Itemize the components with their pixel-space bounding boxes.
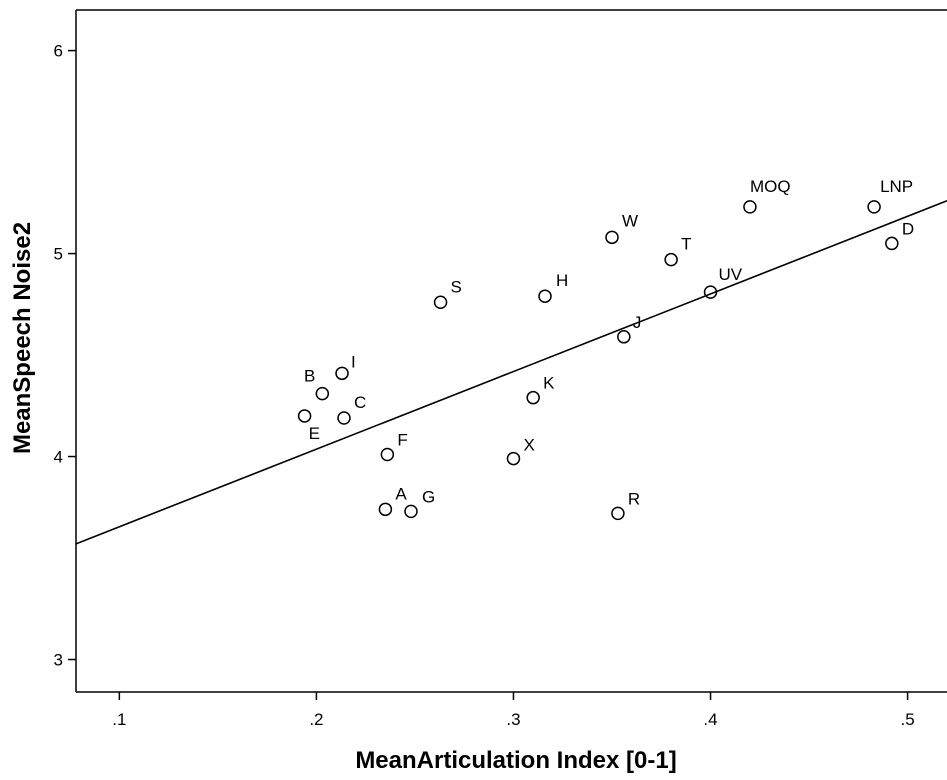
data-point-label: F <box>397 431 407 450</box>
data-point-label: X <box>523 436 534 455</box>
x-tick-label: .1 <box>112 710 126 729</box>
y-tick-label: 6 <box>54 42 63 61</box>
data-point-label: I <box>351 352 356 371</box>
x-tick-label: .2 <box>309 710 323 729</box>
data-point <box>380 447 395 462</box>
data-point <box>315 386 330 401</box>
data-point <box>703 285 718 299</box>
data-point <box>664 252 678 267</box>
regression-line-group <box>75 200 947 545</box>
data-point-label: LNP <box>880 177 913 196</box>
data-point-label: B <box>304 367 315 386</box>
data-point-label: W <box>622 211 638 230</box>
data-point-label: UV <box>719 265 743 284</box>
data-points-group: A G B I C E F S X K H W R J T UV MOQ LNP D <box>297 177 914 521</box>
data-point-label: E <box>309 424 320 443</box>
data-point-label: A <box>395 484 407 503</box>
data-point-label: H <box>556 271 568 290</box>
data-point-label: J <box>633 313 642 332</box>
data-point <box>605 230 619 245</box>
x-axis: .1 .2 .3 .4 .5 <box>112 692 915 729</box>
data-point <box>885 236 899 251</box>
x-tick-label: .4 <box>703 710 717 729</box>
data-point-label: C <box>354 393 366 412</box>
data-point <box>617 330 631 344</box>
data-point-label: D <box>902 219 914 238</box>
y-axis-title: MeanSpeech Noise2 <box>9 222 36 454</box>
data-point-label: T <box>681 235 691 254</box>
data-point <box>867 200 881 214</box>
data-point-label: S <box>451 277 462 296</box>
data-point <box>337 411 351 425</box>
x-axis-title: MeanArticulation Index [0-1] <box>355 747 676 774</box>
data-point <box>526 390 540 405</box>
y-tick-label: 5 <box>54 245 63 264</box>
data-point-label: K <box>543 374 555 393</box>
data-point <box>378 502 393 517</box>
data-point <box>297 409 312 423</box>
data-point <box>538 289 552 303</box>
data-point <box>506 451 521 466</box>
data-point <box>335 366 349 381</box>
data-point <box>611 506 625 521</box>
x-tick-label: .5 <box>900 710 914 729</box>
data-point-label: G <box>422 487 435 506</box>
y-tick-label: 3 <box>54 651 63 670</box>
data-point <box>433 295 448 310</box>
data-point-label: MOQ <box>750 177 791 196</box>
data-point <box>404 504 418 519</box>
plot-frame <box>75 9 947 693</box>
y-axis: 3 4 5 6 <box>54 42 76 670</box>
data-point <box>743 200 757 214</box>
x-tick-label: .3 <box>506 710 520 729</box>
regression-line <box>75 200 947 545</box>
data-point-label: R <box>628 489 640 508</box>
y-tick-label: 4 <box>54 448 63 467</box>
